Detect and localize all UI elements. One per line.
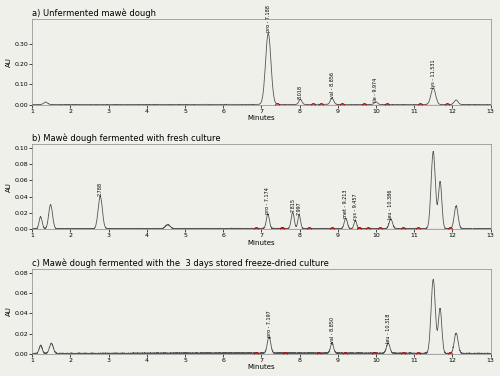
Text: ile - 9.974: ile - 9.974 xyxy=(374,77,378,102)
X-axis label: Minutes: Minutes xyxy=(248,240,275,246)
Y-axis label: AU: AU xyxy=(6,182,12,191)
X-axis label: Minutes: Minutes xyxy=(248,364,275,370)
Text: leu - 10.386: leu - 10.386 xyxy=(388,189,394,219)
Y-axis label: AU: AU xyxy=(6,306,12,316)
Text: 7.815: 7.815 xyxy=(290,198,295,212)
X-axis label: Minutes: Minutes xyxy=(248,115,275,121)
Text: lys - 11.531: lys - 11.531 xyxy=(430,59,436,88)
Text: a) Unfermented mawè dough: a) Unfermented mawè dough xyxy=(32,9,156,18)
Text: 2.788: 2.788 xyxy=(98,182,102,196)
Text: pro - 7.174: pro - 7.174 xyxy=(266,187,270,214)
Text: c) Mawè dough fermented with the  3 days stored freeze-dried culture: c) Mawè dough fermented with the 3 days … xyxy=(32,258,329,268)
Text: cys - 9.457: cys - 9.457 xyxy=(353,194,358,220)
Text: leu - 10.318: leu - 10.318 xyxy=(386,313,390,343)
Text: val - 8.850: val - 8.850 xyxy=(330,317,334,343)
Y-axis label: AU: AU xyxy=(6,57,12,67)
Text: pro - 7.188: pro - 7.188 xyxy=(266,6,271,32)
Text: val - 8.856: val - 8.856 xyxy=(330,72,334,98)
Text: met - 9.213: met - 9.213 xyxy=(344,190,348,218)
Text: 8.018: 8.018 xyxy=(298,85,303,99)
Text: 7.997: 7.997 xyxy=(296,201,302,215)
Text: b) Mawè dough fermented with fresh culture: b) Mawè dough fermented with fresh cultu… xyxy=(32,133,221,143)
Text: pro - 7.197: pro - 7.197 xyxy=(266,310,272,337)
